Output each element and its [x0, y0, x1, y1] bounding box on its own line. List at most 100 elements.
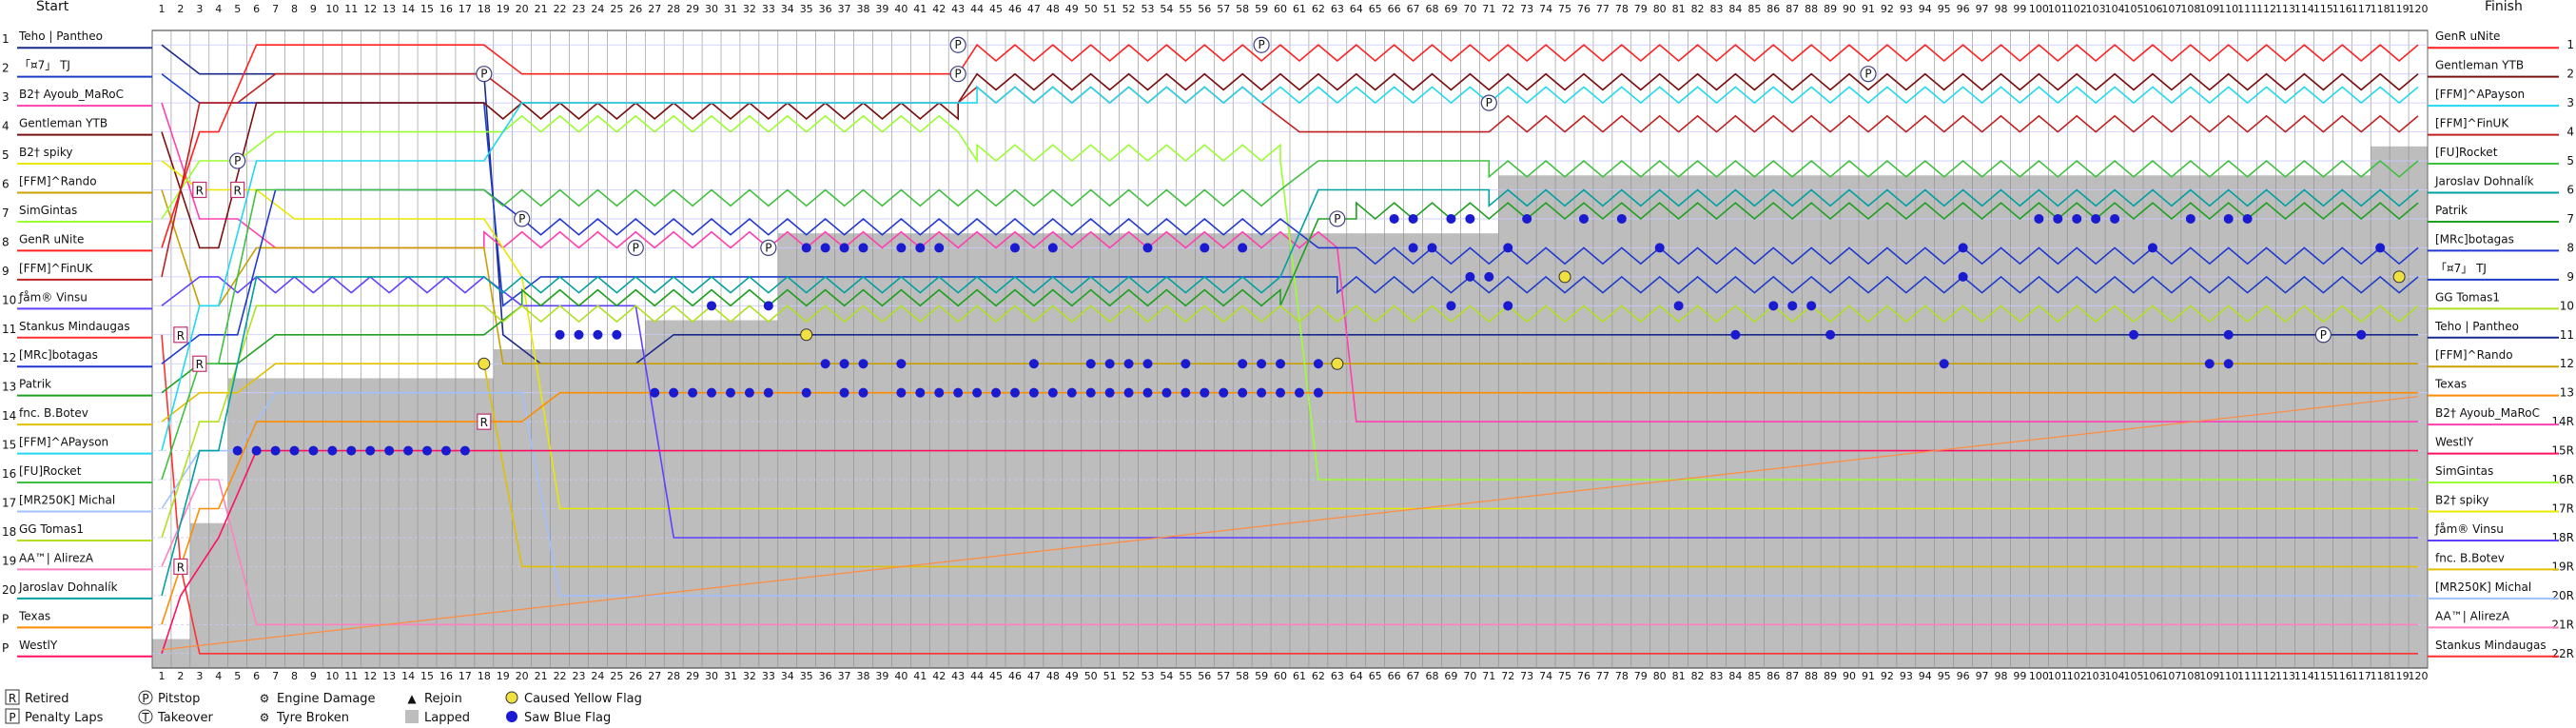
lap-number-top: 66 — [1388, 3, 1401, 15]
lap-number-top: 19 — [497, 3, 510, 15]
blue-flag-dot — [403, 445, 414, 456]
start-header: Start — [36, 0, 69, 14]
finish-driver-name: GenR uNite — [2435, 30, 2500, 43]
lap-number-top: 27 — [648, 3, 661, 15]
pitstop-marker — [476, 66, 493, 83]
finish-driver-name: B2† Ayoub_MaRoC — [2435, 406, 2540, 420]
legend-symbol-glyph: ⚙ — [260, 692, 270, 705]
lap-number-top: 96 — [1957, 3, 1970, 15]
lap-number-bottom: 51 — [1103, 670, 1117, 682]
finish-position-label: 15R — [2551, 444, 2574, 458]
legend: R Retired P Pitstop ⚙ Engine Damage ▲ Rejoin Cau… — [5, 689, 642, 725]
lap-number-top: 85 — [1747, 3, 1761, 15]
legend-symbol-box — [5, 708, 20, 724]
blue-flag-dot — [1200, 243, 1210, 253]
start-position-label: P — [2, 641, 9, 655]
legend-label: Takeover — [157, 711, 213, 725]
lap-number-top: 54 — [1160, 3, 1173, 15]
pitstop-marker-label: P — [1486, 96, 1493, 109]
finish-position-label: 19R — [2551, 560, 2574, 573]
lap-number-bottom: 8 — [291, 670, 298, 682]
lap-number-top: 16 — [439, 3, 453, 15]
lap-number-top: 87 — [1786, 3, 1799, 15]
blue-flag-dot — [1465, 271, 1475, 282]
lap-number-top: 47 — [1027, 3, 1041, 15]
blue-flag-dot — [1313, 387, 1323, 398]
lap-number-bottom: 61 — [1293, 670, 1306, 682]
lap-number-bottom: 16 — [439, 670, 453, 682]
lap-number-bottom: 15 — [420, 670, 434, 682]
driver-line — [161, 391, 2418, 625]
lap-number-top: 67 — [1407, 3, 1420, 15]
blue-flag-dot — [1408, 213, 1418, 224]
blue-flag-dot — [1238, 387, 1248, 398]
lap-number-bottom: 2 — [177, 670, 184, 682]
lap-number-top: 36 — [819, 3, 832, 15]
driver-line — [161, 189, 2418, 364]
lap-number-top: 118 — [2371, 3, 2391, 15]
lap-number-top: 100 — [2029, 3, 2049, 15]
lap-number-top: 35 — [800, 3, 813, 15]
blue-flag-dot — [1161, 387, 1172, 398]
start-position-label: 4 — [2, 120, 10, 133]
lap-number-top: 3 — [196, 3, 203, 15]
lap-number-bottom: 46 — [1008, 670, 1022, 682]
lap-number-bottom: 86 — [1766, 670, 1780, 682]
blue-flag-dot — [934, 387, 945, 398]
lap-number-top: 77 — [1596, 3, 1610, 15]
lap-number-top: 65 — [1369, 3, 1382, 15]
blue-flag-dot — [2110, 213, 2120, 224]
lap-number-bottom: 39 — [875, 670, 888, 682]
lap-number-top: 55 — [1179, 3, 1192, 15]
lap-number-bottom: 95 — [1938, 670, 1951, 682]
lap-number-top: 71 — [1482, 3, 1495, 15]
legend-symbol-box — [5, 689, 20, 705]
lap-number-bottom: 18 — [478, 670, 491, 682]
lap-number-bottom: 27 — [648, 670, 661, 682]
driver-line — [161, 188, 2419, 597]
lap-number-bottom: 31 — [724, 670, 737, 682]
lap-number-bottom: 103 — [2086, 670, 2106, 682]
blue-flag-dot — [1768, 301, 1779, 311]
blue-flag-dot — [763, 387, 773, 398]
lap-number-bottom: 114 — [2294, 670, 2314, 682]
blue-flag-dot — [896, 243, 907, 253]
blue-flag-dot — [1047, 387, 1058, 398]
blue-flag-dot — [1238, 359, 1248, 369]
lap-number-bottom: 13 — [382, 670, 396, 682]
finish-driver-name: [FFM]^FinUK — [2435, 117, 2509, 130]
pitstop-marker — [514, 210, 531, 227]
lap-number-top: 28 — [667, 3, 680, 15]
lap-number-top: 95 — [1938, 3, 1951, 15]
driver-line — [161, 102, 2418, 423]
lap-number-bottom: 88 — [1805, 670, 1818, 682]
lap-number-top: 119 — [2390, 3, 2410, 15]
start-position-label: 20 — [2, 583, 16, 597]
lap-number-bottom: 69 — [1444, 670, 1457, 682]
blue-flag-dot — [1578, 213, 1589, 224]
retired-marker — [173, 326, 188, 344]
lap-number-bottom: 91 — [1862, 670, 1875, 682]
retired-marker-label: R — [480, 416, 488, 429]
lap-number-bottom: 72 — [1501, 670, 1514, 682]
lap-number-bottom: 100 — [2029, 670, 2049, 682]
blue-flag-dot — [915, 387, 926, 398]
lap-number-top: 7 — [272, 3, 279, 15]
lap-number-top: 86 — [1766, 3, 1780, 15]
blue-flag-dot — [1389, 213, 1399, 224]
blue-flag-dot — [422, 445, 433, 456]
lap-number-top: 112 — [2256, 3, 2276, 15]
lap-number-bottom: 52 — [1122, 670, 1136, 682]
start-driver-name: [FFM]^Rando — [19, 175, 97, 188]
blue-flag-dot — [1219, 387, 1229, 398]
legend-label: Pitstop — [158, 692, 200, 706]
lap-number-bottom: 102 — [2067, 670, 2087, 682]
legend-label: Retired — [25, 692, 68, 706]
blue-flag-dot — [1085, 359, 1096, 369]
start-position-label: 2 — [2, 62, 10, 75]
lap-number-bottom: 3 — [196, 670, 203, 682]
lap-number-top: 94 — [1919, 3, 1932, 15]
lap-number-bottom: 73 — [1520, 670, 1533, 682]
blue-flag-dot — [1257, 359, 1267, 369]
yellow-flag-marker — [2392, 270, 2406, 284]
